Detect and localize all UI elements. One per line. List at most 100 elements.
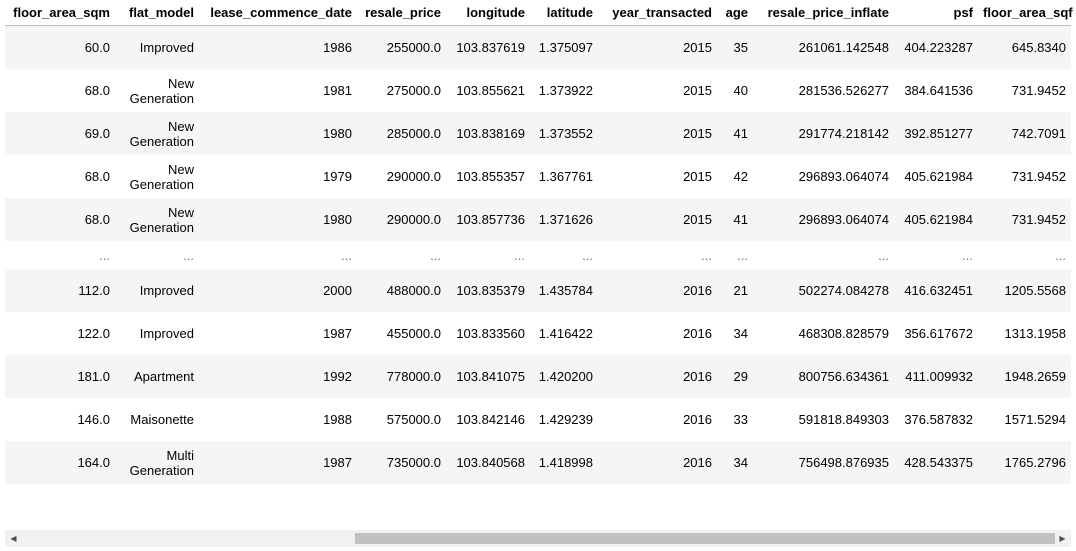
table-row: 68.0 New Generation 1979 290000.0 103.855357… <box>5 155 1071 198</box>
table-cell: 2015 <box>598 25 717 69</box>
table-cell: 1.373922 <box>530 69 598 112</box>
table-row: 181.0 Apartment 1992 778000.0 103.841075 1.42… <box>5 355 1071 398</box>
table-row: 68.0 New Generation 1980 290000.0 103.857736… <box>5 198 1071 241</box>
table-cell: 290000.0 <box>357 198 446 241</box>
table-cell: 60.0 <box>5 25 115 69</box>
table-cell: 112.0 <box>5 269 115 312</box>
table-cell: 2015 <box>598 112 717 155</box>
table-cell: ... <box>717 241 753 269</box>
column-header: psf <box>894 0 978 26</box>
table-cell: 2016 <box>598 312 717 355</box>
table-cell: 468308.828579 <box>753 312 894 355</box>
column-header: floor_area_sqm <box>5 0 115 26</box>
table-cell: 103.857736 <box>446 198 530 241</box>
table-cell: 42 <box>717 155 753 198</box>
table-cell: 103.855357 <box>446 155 530 198</box>
table-cell: 275000.0 <box>357 69 446 112</box>
table-cell: ... <box>357 241 446 269</box>
table-cell: 1986 <box>199 25 357 69</box>
column-header: age <box>717 0 753 26</box>
table-cell: 2015 <box>598 198 717 241</box>
column-header: longitude <box>446 0 530 26</box>
table-cell: 41 <box>717 112 753 155</box>
table-cell: 1987 <box>199 441 357 484</box>
table-cell: 1.375097 <box>530 25 598 69</box>
table-body: 60.0 Improved 1986 255000.0 103.837619 1.3750… <box>5 25 1071 484</box>
table-cell: 405.621984 <box>894 198 978 241</box>
table-cell: 2015 <box>598 69 717 112</box>
table-cell: 1.373552 <box>530 112 598 155</box>
table-cell: New Generation <box>115 112 199 155</box>
table-cell: ... <box>446 241 530 269</box>
table-cell: 122.0 <box>5 312 115 355</box>
table-cell: ... <box>530 241 598 269</box>
column-header: resale_price_inflate <box>753 0 894 26</box>
table-cell: ... <box>978 241 1071 269</box>
column-header: resale_price <box>357 0 446 26</box>
table-cell: New Generation <box>115 155 199 198</box>
table-cell: 21 <box>717 269 753 312</box>
table-cell: 291774.218142 <box>753 112 894 155</box>
table-cell: 1.435784 <box>530 269 598 312</box>
table-cell: New Generation <box>115 198 199 241</box>
table-cell: 181.0 <box>5 355 115 398</box>
table-cell: Improved <box>115 269 199 312</box>
scroll-thumb[interactable] <box>355 533 1055 544</box>
table-cell: 742.7091 <box>978 112 1071 155</box>
table-cell: 2015 <box>598 155 717 198</box>
table-cell: 1948.2659 <box>978 355 1071 398</box>
table-cell: 103.835379 <box>446 269 530 312</box>
table-cell: 1980 <box>199 112 357 155</box>
table-cell: 2016 <box>598 355 717 398</box>
table-cell: 735000.0 <box>357 441 446 484</box>
table-cell: 404.223287 <box>894 25 978 69</box>
table-cell: 376.587832 <box>894 398 978 441</box>
table-cell: 731.9452 <box>978 69 1071 112</box>
table-cell: 146.0 <box>5 398 115 441</box>
table-cell: 103.841075 <box>446 355 530 398</box>
table-cell: Apartment <box>115 355 199 398</box>
table-cell: 2016 <box>598 269 717 312</box>
table-cell: 800756.634361 <box>753 355 894 398</box>
table-cell: 1988 <box>199 398 357 441</box>
column-header: year_transacted <box>598 0 717 26</box>
table-cell: 164.0 <box>5 441 115 484</box>
table-cell: ... <box>115 241 199 269</box>
table-cell: 1.418998 <box>530 441 598 484</box>
table-cell: 103.837619 <box>446 25 530 69</box>
table-cell: 1.367761 <box>530 155 598 198</box>
table-cell: 356.617672 <box>894 312 978 355</box>
table-cell: 255000.0 <box>357 25 446 69</box>
table-cell: 285000.0 <box>357 112 446 155</box>
table-cell: 731.9452 <box>978 155 1071 198</box>
table-cell: New Generation <box>115 69 199 112</box>
table-row: 69.0 New Generation 1980 285000.0 103.838169… <box>5 112 1071 155</box>
table-cell: 41 <box>717 198 753 241</box>
table-cell: 34 <box>717 312 753 355</box>
table-cell: 1992 <box>199 355 357 398</box>
table-cell: 756498.876935 <box>753 441 894 484</box>
scroll-right-icon[interactable]: ▶ <box>1059 534 1066 543</box>
table-row: 112.0 Improved 2000 488000.0 103.835379 1.435… <box>5 269 1071 312</box>
table-cell: 2000 <box>199 269 357 312</box>
table-cell: 1765.2796 <box>978 441 1071 484</box>
table-cell: 575000.0 <box>357 398 446 441</box>
table-cell: 103.855621 <box>446 69 530 112</box>
table-cell: 103.840568 <box>446 441 530 484</box>
table-cell: 1.420200 <box>530 355 598 398</box>
horizontal-scrollbar[interactable]: ◀ ▶ <box>5 530 1071 547</box>
table-row: 68.0 New Generation 1981 275000.0 103.855621… <box>5 69 1071 112</box>
table-cell: 69.0 <box>5 112 115 155</box>
table-cell: ... <box>598 241 717 269</box>
table-cell: 296893.064074 <box>753 155 894 198</box>
dataframe-table: floor_area_sqm flat_model lease_commence… <box>5 0 1073 484</box>
header-row: floor_area_sqm flat_model lease_commence… <box>5 0 1073 26</box>
table-cell: 290000.0 <box>357 155 446 198</box>
table-cell: 591818.849303 <box>753 398 894 441</box>
table-cell: 103.833560 <box>446 312 530 355</box>
table-row: 146.0 Maisonette 1988 575000.0 103.842146 1.4… <box>5 398 1071 441</box>
scroll-left-icon[interactable]: ◀ <box>10 534 17 543</box>
table-cell: 35 <box>717 25 753 69</box>
table-cell: 488000.0 <box>357 269 446 312</box>
column-header: flat_model <box>115 0 199 26</box>
